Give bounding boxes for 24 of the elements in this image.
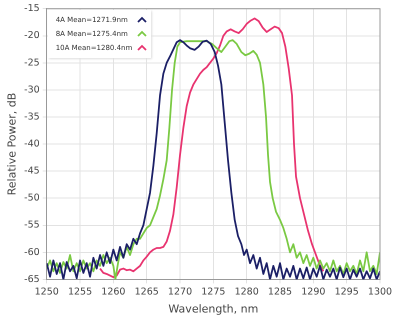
y-axis-title: Relative Power, dB xyxy=(5,92,18,196)
x-tick-label: 1270 xyxy=(168,286,192,298)
y-tick-label: -15 xyxy=(24,3,40,14)
x-axis-title: Wavelength, nm xyxy=(168,302,258,316)
y-tick-label: -60 xyxy=(24,246,40,258)
x-tick-label: 1260 xyxy=(101,286,126,298)
x-tick-label: 1265 xyxy=(134,286,159,298)
y-tick-label: -40 xyxy=(24,138,40,150)
y-tick-label: -35 xyxy=(24,111,40,122)
x-tick-label: 1275 xyxy=(201,286,226,298)
x-tick-label: 1280 xyxy=(234,286,259,298)
x-tick-label: 1250 xyxy=(34,286,59,298)
x-tick-label: 1300 xyxy=(368,286,392,298)
x-tick-label: 1285 xyxy=(268,286,292,298)
y-tick-label: -25 xyxy=(24,57,40,68)
y-tick-label: -20 xyxy=(24,30,40,42)
y-tick-label: -65 xyxy=(24,274,40,285)
y-tick-label: -30 xyxy=(24,84,40,96)
y-tick-label: -45 xyxy=(24,166,40,177)
x-tick-label: 1255 xyxy=(68,286,92,298)
y-tick-label: -55 xyxy=(24,220,40,231)
x-tick-label: 1295 xyxy=(334,286,359,298)
x-tick-label: 1290 xyxy=(301,286,326,298)
y-tick-label: -50 xyxy=(24,192,40,204)
